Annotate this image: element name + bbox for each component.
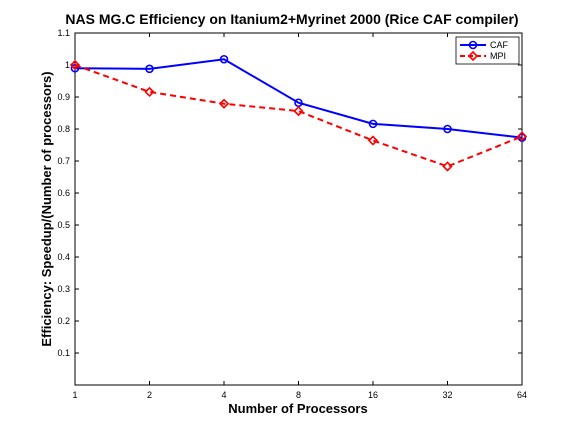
y-tick-label: 0.6 <box>57 188 70 198</box>
x-tick-label: 2 <box>147 390 152 400</box>
y-tick-label: 0.4 <box>57 252 70 262</box>
chart-title: NAS MG.C Efficiency on Itanium2+Myrinet … <box>65 11 518 27</box>
y-tick-label: 1.1 <box>57 28 70 38</box>
legend-marker-caf <box>468 40 478 50</box>
y-tick-label: 0.9 <box>57 92 70 102</box>
x-tick-label: 1 <box>72 390 77 400</box>
y-axis-label: Efficiency: Speedup/(Number of processor… <box>39 71 54 346</box>
mpi-data-point <box>144 86 155 98</box>
y-tick-label: 0.2 <box>57 316 70 326</box>
mpi-data-point <box>69 59 81 71</box>
caf-data-point <box>219 54 229 64</box>
x-axis-label: Number of Processors <box>228 401 367 416</box>
legend-marker-mpi <box>467 50 479 62</box>
mpi-data-point <box>442 161 453 172</box>
legend-label-caf: CAF <box>490 40 509 50</box>
caf-data-point <box>443 124 452 134</box>
mpi-data-point <box>293 105 304 117</box>
mpi-data-point <box>516 131 528 142</box>
legend-box <box>455 36 520 65</box>
caf-data-point <box>70 63 80 73</box>
mpi-data-point <box>367 135 379 146</box>
y-tick-label: 0.5 <box>57 220 70 230</box>
series-layer <box>69 54 528 172</box>
y-tick-label: 0.7 <box>57 156 70 166</box>
x-tick-label: 16 <box>368 390 378 400</box>
x-tick-label: 4 <box>221 390 226 400</box>
plot-area <box>74 32 523 386</box>
x-tick-label: 8 <box>296 390 301 400</box>
x-tick-label: 32 <box>442 390 452 400</box>
caf-series-line <box>74 58 523 139</box>
legend-label-mpi: MPI <box>490 51 506 61</box>
x-tick-label: 64 <box>517 390 527 400</box>
caf-data-point <box>368 119 378 129</box>
mpi-data-point <box>218 98 230 109</box>
y-tick-label: 0.3 <box>57 284 70 294</box>
caf-data-point <box>145 64 154 74</box>
axis-ticks: 1 2 4 8 16 32 64 0.1 0.2 0.3 0.4 0.5 0.6 0.7 0.8 0.9 1 1.… <box>57 28 527 400</box>
y-tick-label: 0.8 <box>57 124 70 134</box>
y-tick-label: 1 <box>65 60 70 70</box>
y-tick-label: 0.1 <box>57 348 70 358</box>
